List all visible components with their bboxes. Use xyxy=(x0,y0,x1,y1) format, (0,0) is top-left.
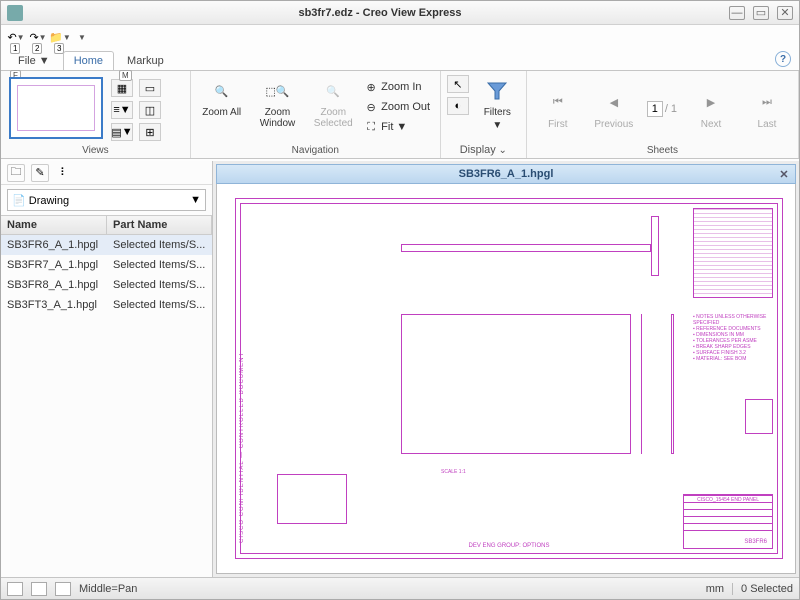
notes-block: ▪ NOTES UNLESS OTHERWISE SPECIFIED▪ REFE… xyxy=(693,314,773,362)
col-name[interactable]: Name xyxy=(1,216,107,234)
undo-button[interactable]: ↶▼1 xyxy=(7,28,25,46)
view-thumbnail[interactable] xyxy=(9,77,103,139)
fit-button[interactable]: ⛶Fit ▼ xyxy=(364,119,434,135)
tab-home[interactable]: Home xyxy=(63,51,114,70)
status-selection: 0 Selected xyxy=(732,583,793,595)
document-title: SB3FR6_A_1.hpgl xyxy=(459,168,554,180)
app-icon xyxy=(7,5,23,21)
tree-row[interactable]: SB3FT3_A_1.hpglSelected Items/S... xyxy=(1,295,212,315)
views-opt1-button[interactable]: ▭ xyxy=(139,79,161,97)
drawing-body xyxy=(401,314,631,454)
sidebar-tool-tree[interactable]: 🗀 xyxy=(7,164,25,182)
document-close-button[interactable]: ✕ xyxy=(777,167,791,181)
status-layout1-button[interactable] xyxy=(7,582,23,596)
drawing-bracket xyxy=(651,216,659,276)
drawing-canvas[interactable]: ▪ NOTES UNLESS OTHERWISE SPECIFIED▪ REFE… xyxy=(216,184,796,574)
first-sheet-button: ⏮First xyxy=(533,87,583,132)
close-button[interactable]: ✕ xyxy=(777,6,793,20)
tree-row[interactable]: SB3FR8_A_1.hpglSelected Items/S... xyxy=(1,275,212,295)
tab-file[interactable]: File ▼F xyxy=(7,51,61,70)
last-sheet-button: ⏭Last xyxy=(742,87,792,132)
qat-customize-button[interactable]: ▼ xyxy=(73,28,91,46)
next-sheet-button: ▶Next xyxy=(686,87,736,132)
tab-markup[interactable]: MarkupM xyxy=(116,51,175,70)
window-title: sb3fr7.edz - Creo View Express xyxy=(31,7,729,19)
views-list-button[interactable]: ≡▼ xyxy=(111,101,133,119)
sidebar-tool-edit[interactable]: ✎ xyxy=(31,164,49,182)
tree-row[interactable]: SB3FR6_A_1.hpglSelected Items/S... xyxy=(1,235,212,255)
open-button[interactable]: 📁▼3 xyxy=(51,28,69,46)
status-units: mm xyxy=(706,583,724,595)
zoom-in-button[interactable]: ⊕Zoom In xyxy=(364,79,434,95)
title-bar: sb3fr7.edz - Creo View Express — ▭ ✕ xyxy=(1,1,799,25)
sidebar-tool-more[interactable]: ⠇ xyxy=(55,164,73,182)
views-opt3-button[interactable]: ⊞ xyxy=(139,123,161,141)
zoom-all-button[interactable]: 🔍Zoom All xyxy=(197,75,247,120)
zoom-selected-button: 🔍Zoom Selected xyxy=(308,75,358,131)
drawing-top-rail xyxy=(401,244,651,252)
views-opt2-button[interactable]: ◫ xyxy=(139,101,161,119)
col-part[interactable]: Part Name xyxy=(107,216,212,234)
status-layout3-button[interactable] xyxy=(55,582,71,596)
zoom-window-button[interactable]: ⬚🔍Zoom Window xyxy=(253,75,303,131)
tree-header: Name Part Name xyxy=(1,215,212,235)
ribbon: ▦ ≡▼ ▤▼ ▭ ◫ ⊞ Views 🔍Zoom All ⬚🔍Zoom Win… xyxy=(1,71,799,159)
sidebar-panel: 🗀 ✎ ⠇ 📄 Drawing▼ Name Part Name SB3FR6_A… xyxy=(1,161,213,577)
display-opt-button[interactable]: ◐ xyxy=(447,97,469,115)
group-label-display: Display ⌄ xyxy=(447,142,520,156)
quick-access-toolbar: ↶▼1 ↷▼2 📁▼3 ▼ xyxy=(1,25,799,49)
status-mode: Middle=Pan xyxy=(79,583,137,595)
revision-block xyxy=(693,208,773,298)
group-label-sheets: Sheets xyxy=(533,143,792,156)
views-gallery-button[interactable]: ▦ xyxy=(111,79,133,97)
document-title-bar: SB3FR6_A_1.hpgl ✕ xyxy=(216,164,796,184)
help-icon[interactable]: ? xyxy=(775,51,791,67)
drawing-frame: ▪ NOTES UNLESS OTHERWISE SPECIFIED▪ REFE… xyxy=(235,198,783,559)
main-area: 🗀 ✎ ⠇ 📄 Drawing▼ Name Part Name SB3FR6_A… xyxy=(1,161,799,577)
drawing-detail-box xyxy=(277,474,347,524)
minimize-button[interactable]: — xyxy=(729,6,745,20)
sheet-total: 1 xyxy=(668,103,680,115)
zoom-out-button[interactable]: ⊖Zoom Out xyxy=(364,99,434,115)
group-label-views: Views xyxy=(7,143,184,156)
views-grid-button[interactable]: ▤▼ xyxy=(111,123,133,141)
previous-sheet-button: ◀Previous xyxy=(589,87,639,132)
status-bar: Middle=Pan mm 0 Selected xyxy=(1,577,799,599)
document-area: SB3FR6_A_1.hpgl ✕ ▪ NOTES UNLESS OTHERWI… xyxy=(213,161,799,577)
maximize-button[interactable]: ▭ xyxy=(753,6,769,20)
group-label-navigation: Navigation xyxy=(197,143,434,156)
ribbon-tabs: File ▼F Home MarkupM xyxy=(1,49,799,71)
display-arrow-button[interactable]: ↖ xyxy=(447,75,469,93)
drawing-side-text: CISCO CONFIDENTIAL — CONTROLLED DOCUMENT xyxy=(239,264,249,543)
drawing-combo[interactable]: 📄 Drawing▼ xyxy=(7,189,206,211)
status-layout2-button[interactable] xyxy=(31,582,47,596)
filters-button[interactable]: Filters▼ xyxy=(475,75,520,133)
redo-button[interactable]: ↷▼2 xyxy=(29,28,47,46)
tree-row[interactable]: SB3FR7_A_1.hpglSelected Items/S... xyxy=(1,255,212,275)
sheet-number-input[interactable] xyxy=(647,101,663,117)
